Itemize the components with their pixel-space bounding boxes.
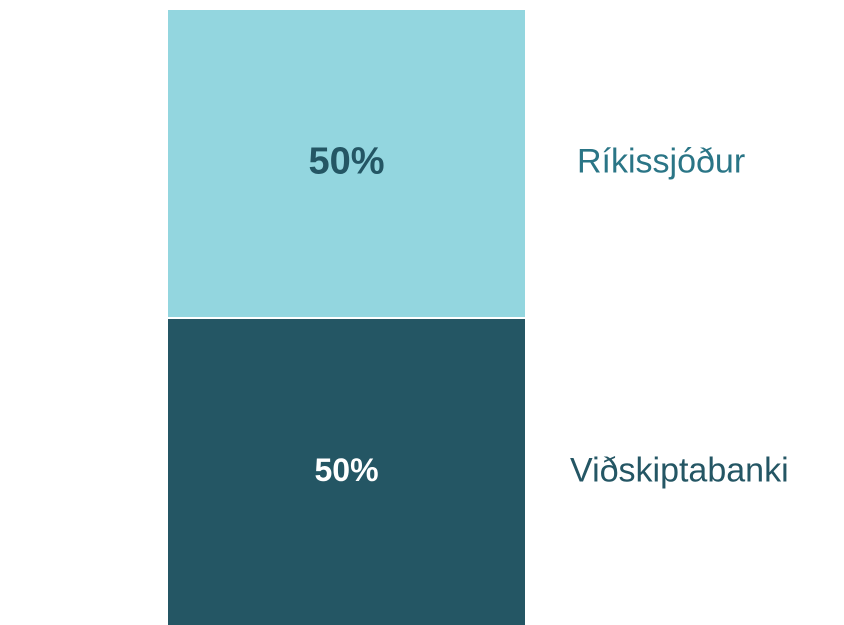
value-label: 50% xyxy=(308,141,384,183)
bar-segment xyxy=(166,317,527,625)
legend-label: Ríkissjóður xyxy=(577,142,745,180)
value-label: 50% xyxy=(314,452,378,488)
bar-segment xyxy=(166,8,527,319)
legend-label: Viðskiptabanki xyxy=(570,451,789,489)
